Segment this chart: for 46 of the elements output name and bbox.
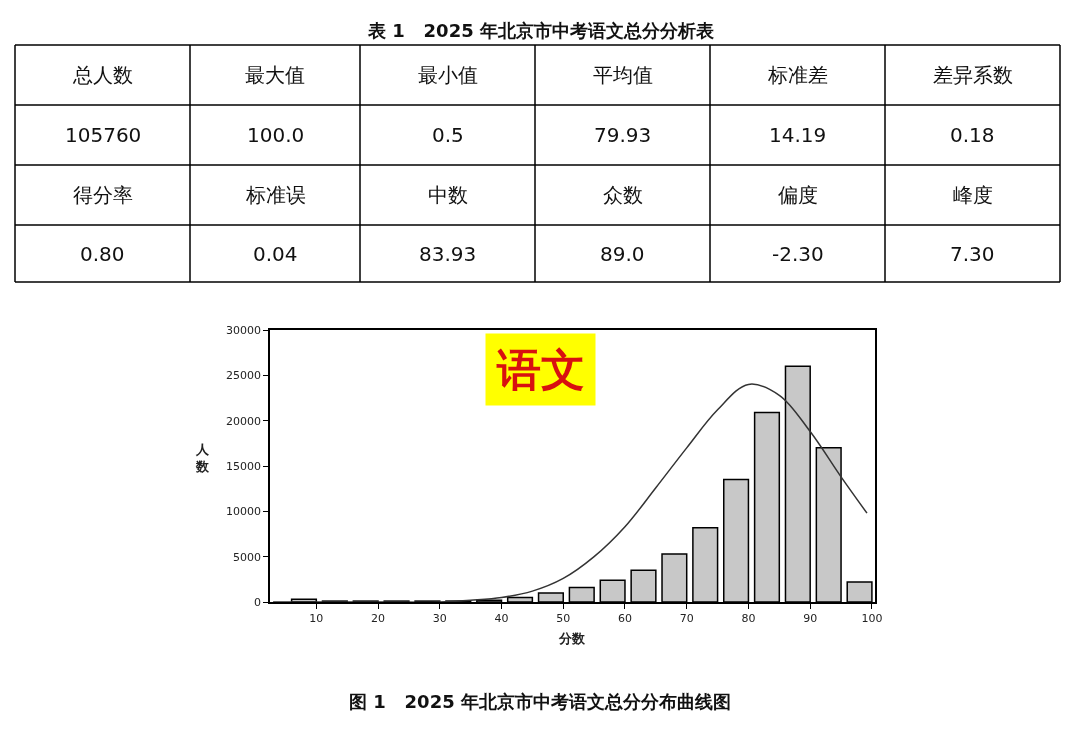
x-tick-label: 40	[494, 611, 509, 625]
x-tick-label: 30	[432, 611, 447, 625]
x-tick-label: 20	[371, 611, 386, 625]
x-tick-label: 90	[803, 611, 818, 625]
y-tick-label: 25000	[226, 369, 262, 383]
text: 偏度	[778, 183, 818, 207]
text: 中数	[428, 183, 468, 207]
text: 最大值	[245, 63, 305, 87]
y-axis-title: 人数	[195, 442, 210, 474]
text: 最小值	[418, 63, 478, 87]
x-tick-label: 80	[741, 611, 756, 625]
text: 14.19	[769, 123, 827, 147]
x-tick-label: 100	[861, 611, 883, 625]
y-tick-label: 0	[254, 595, 262, 609]
text: 差异系数	[933, 63, 1013, 87]
x-axis-title: 分数	[558, 631, 586, 646]
chart-subtitle: 语文	[496, 344, 585, 395]
text: 0.18	[950, 123, 995, 147]
text: 众数	[603, 183, 643, 207]
text: 100.0	[247, 123, 305, 147]
text: 表 1 2025 年北京市中考语文总分分析表	[367, 20, 714, 41]
text: 峰度	[953, 183, 993, 207]
y-tick-label: 5000	[233, 550, 262, 564]
text: 7.30	[950, 242, 995, 266]
text: 0.04	[253, 242, 298, 266]
y-tick-label: 30000	[226, 323, 262, 337]
text: 0.80	[80, 242, 125, 266]
text: 得分率	[73, 183, 133, 207]
text: 平均值	[593, 63, 653, 87]
text: 标准误	[245, 183, 306, 207]
x-tick-label: 10	[309, 611, 324, 625]
text: 83.93	[419, 242, 477, 266]
text: 105760	[65, 123, 142, 147]
x-tick-label: 70	[679, 611, 694, 625]
y-tick-label: 10000	[226, 505, 262, 519]
text: 0.5	[432, 123, 464, 147]
y-tick-label: 15000	[226, 459, 262, 473]
x-tick-label: 60	[617, 611, 632, 625]
text: 图 1 2025 年北京市中考语文总分分布曲线图	[349, 691, 731, 712]
text: 79.93	[594, 123, 652, 147]
text: -2.30	[772, 242, 824, 266]
text: 标准差	[767, 63, 828, 87]
text: 总人数	[72, 63, 133, 87]
y-tick-label: 20000	[226, 414, 262, 428]
x-tick-label: 50	[556, 611, 571, 625]
text: 89.0	[600, 242, 645, 266]
